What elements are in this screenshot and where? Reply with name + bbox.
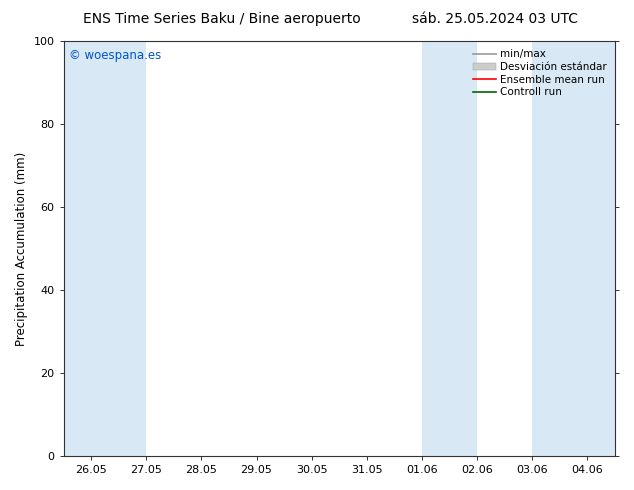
Bar <box>532 41 615 456</box>
Bar <box>422 41 477 456</box>
Text: ENS Time Series Baku / Bine aeropuerto: ENS Time Series Baku / Bine aeropuerto <box>83 12 361 26</box>
Legend: min/max, Desviación estándar, Ensemble mean run, Controll run: min/max, Desviación estándar, Ensemble m… <box>470 46 610 100</box>
Bar <box>63 41 146 456</box>
Y-axis label: Precipitation Accumulation (mm): Precipitation Accumulation (mm) <box>15 151 28 345</box>
Text: sáb. 25.05.2024 03 UTC: sáb. 25.05.2024 03 UTC <box>411 12 578 26</box>
Text: © woespana.es: © woespana.es <box>69 49 161 62</box>
